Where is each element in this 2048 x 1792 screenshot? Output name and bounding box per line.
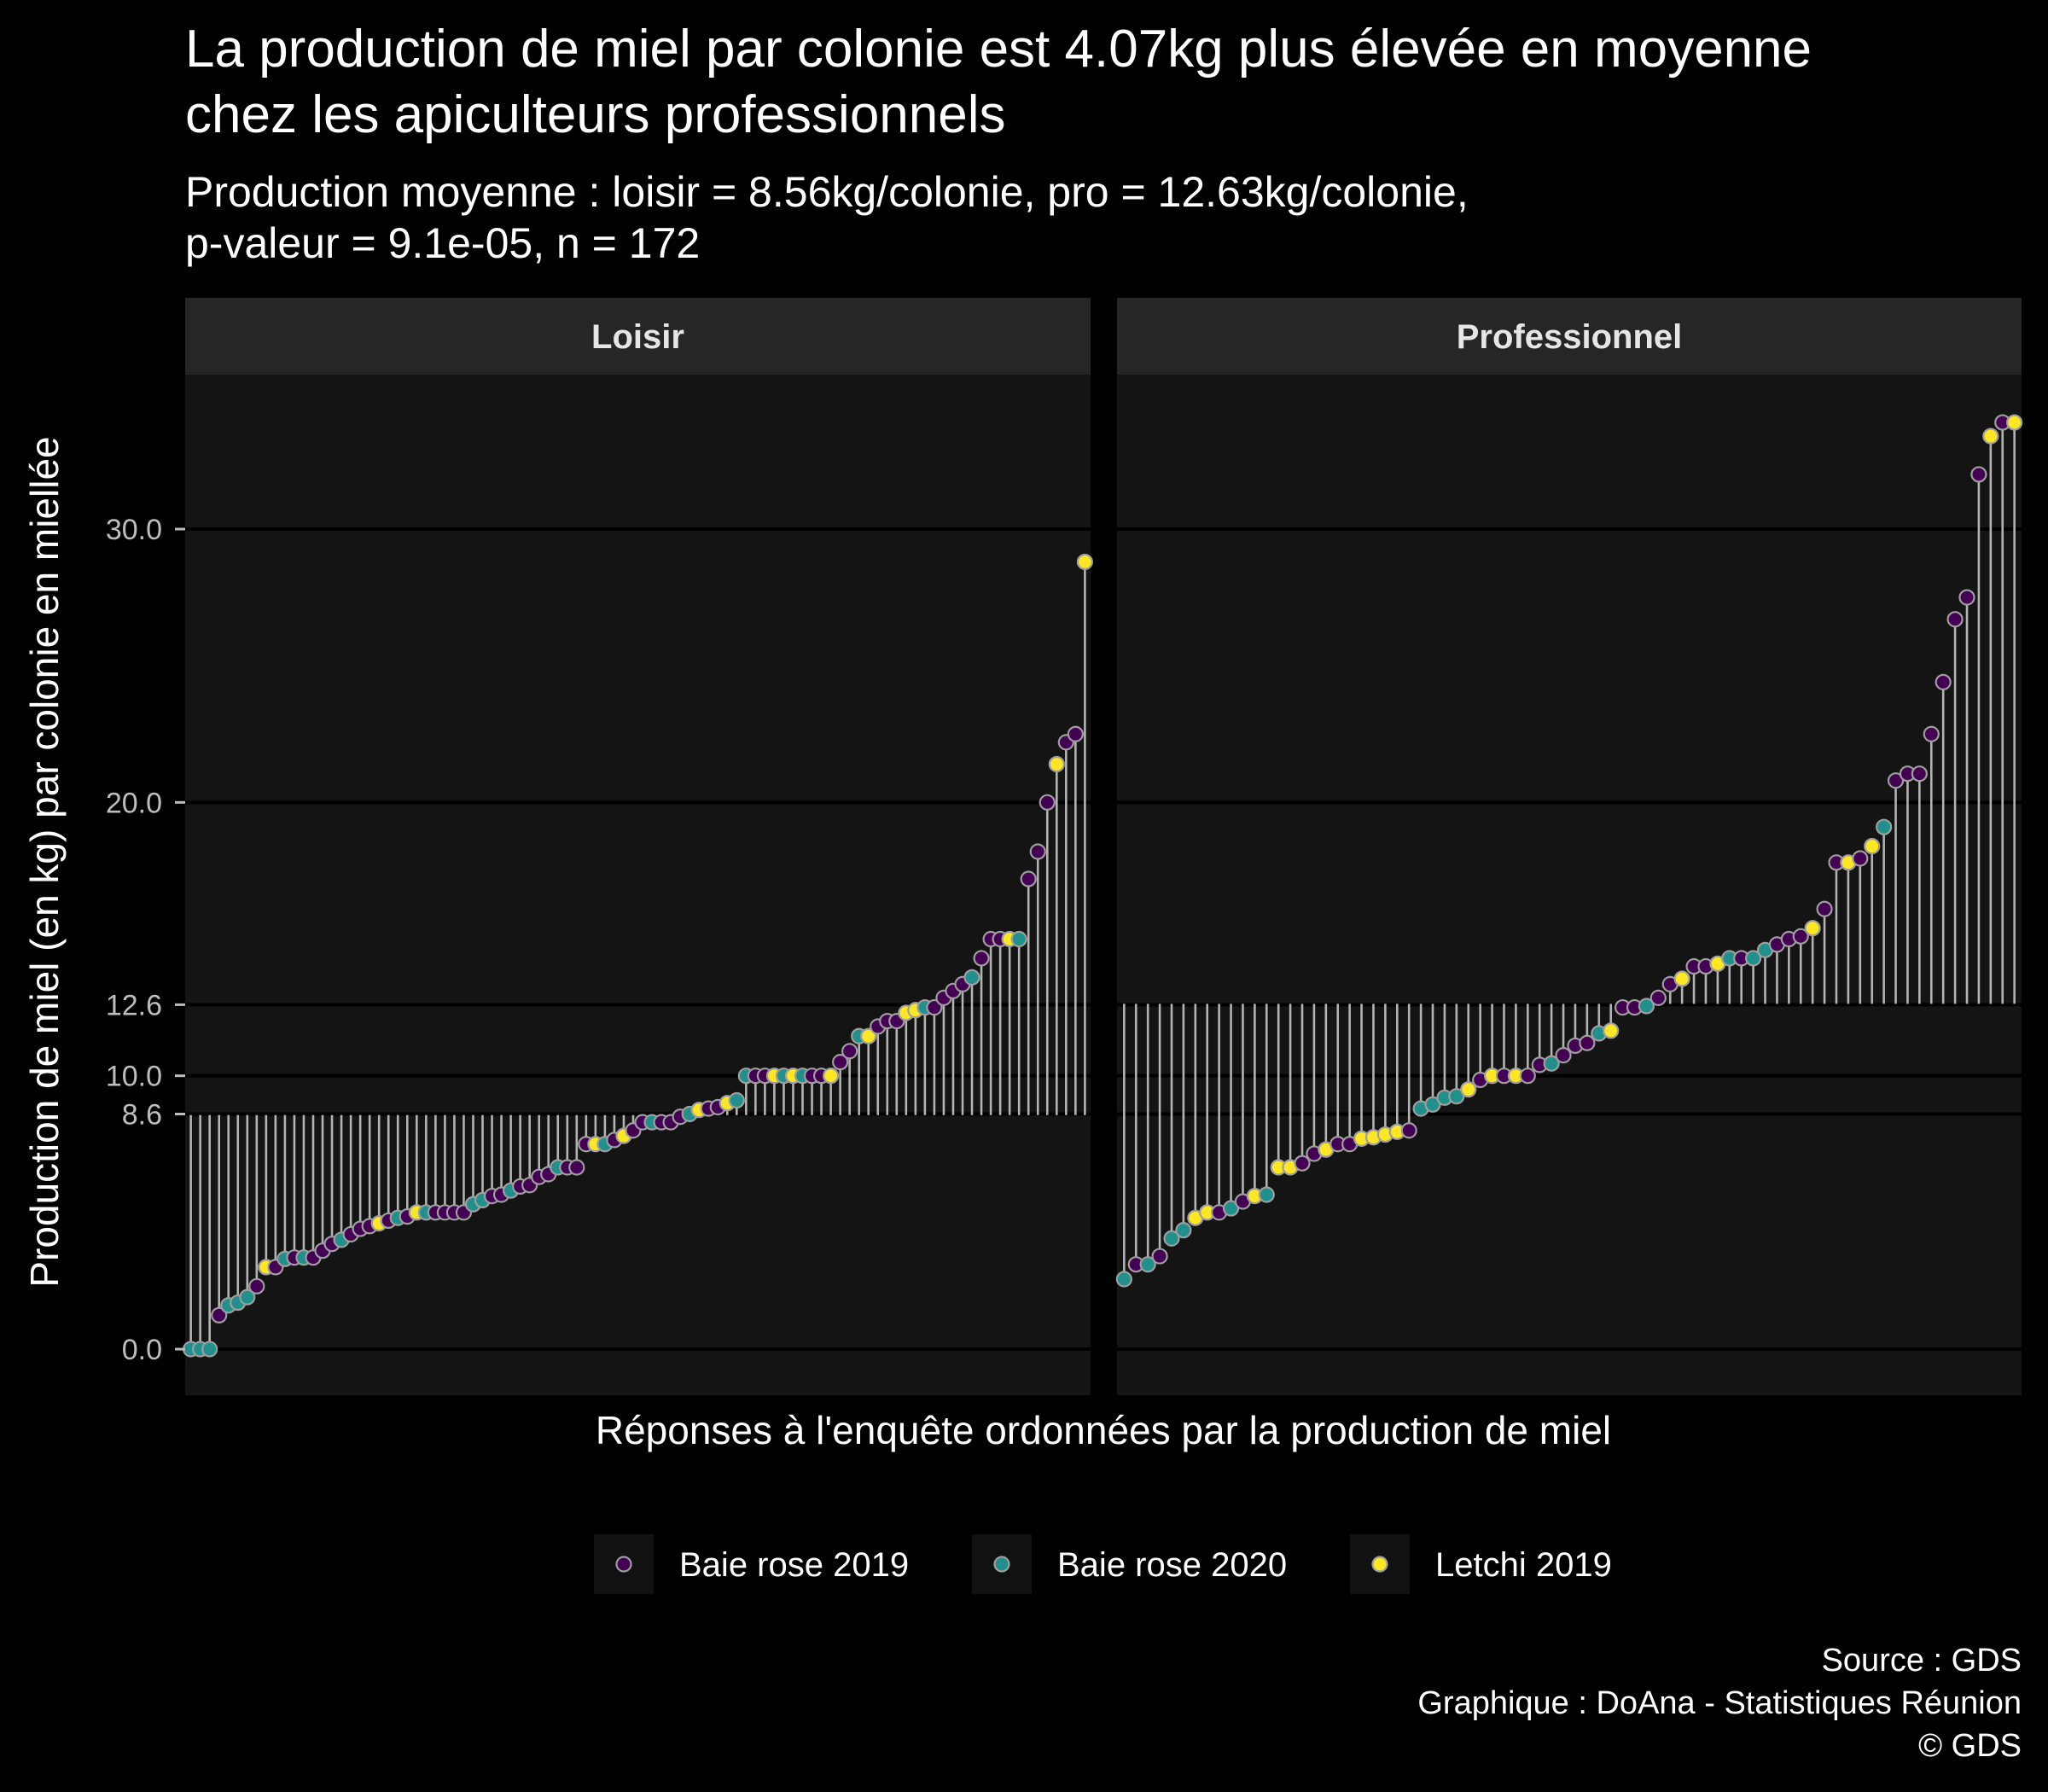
chart-title-line-2: chez les apiculteurs professionnels [185, 85, 1006, 144]
data-point [1076, 553, 1093, 571]
legend-label: Baie rose 2019 [679, 1546, 909, 1584]
y-tick-label: 0.0 [122, 1334, 162, 1366]
legend-item: Letchi 2019 [1350, 1534, 1612, 1594]
data-point [1115, 1271, 1132, 1288]
data-point [1020, 870, 1037, 887]
y-tick-label: 20.0 [106, 787, 162, 819]
data-point [1579, 1034, 1596, 1051]
data-point [1946, 611, 1964, 628]
panel-professionnel: Professionnel [1115, 298, 2023, 1395]
data-point [1258, 1186, 1275, 1203]
data-point [973, 950, 990, 967]
data-point [1175, 1222, 1192, 1239]
data-point [1911, 765, 1928, 783]
data-point [860, 1027, 877, 1044]
data-point [1029, 843, 1046, 860]
data-point [728, 1091, 745, 1109]
facet-strip [1117, 298, 2022, 375]
data-point [1543, 1055, 1560, 1072]
y-tick-label: 30.0 [106, 514, 162, 546]
x-axis-title: Réponses à l'enquête ordonnées par la pr… [596, 1408, 1611, 1452]
data-point [1222, 1200, 1240, 1217]
panel-loisir: Loisir [183, 298, 1093, 1395]
data-point [1638, 998, 1655, 1015]
data-point [1745, 950, 1762, 967]
data-point [1048, 755, 1065, 773]
data-point [1970, 466, 1987, 483]
data-point [1792, 928, 1809, 945]
data-point [1067, 725, 1084, 742]
legend: Baie rose 2019 Baie rose 2020 Letchi 2019 [594, 1534, 1612, 1594]
data-point [1673, 970, 1690, 987]
y-tick-label: 10.0 [106, 1061, 162, 1093]
data-point [822, 1068, 840, 1085]
data-point [1519, 1068, 1536, 1085]
data-point [1887, 772, 1905, 789]
facet-strip [185, 298, 1091, 375]
data-point [239, 1289, 256, 1306]
data-point [1649, 989, 1667, 1006]
data-point [1852, 850, 1869, 867]
data-point [1876, 818, 1893, 835]
data-point [1139, 1256, 1156, 1273]
data-point [1400, 1122, 1417, 1139]
data-point [1935, 673, 1952, 690]
facet-strip-label: Professionnel [1457, 318, 1683, 356]
chart-subtitle-line-1: Production moyenne : loisir = 8.56kg/col… [185, 168, 1469, 216]
data-point [1010, 930, 1027, 948]
data-point [1982, 428, 1999, 445]
y-tick-label: 12.6 [106, 989, 162, 1021]
data-point [1958, 589, 1975, 606]
data-point [926, 998, 943, 1016]
data-point [1424, 1096, 1441, 1113]
legend-item: Baie rose 2019 [594, 1534, 909, 1594]
data-point [1460, 1081, 1477, 1098]
data-point [1163, 1230, 1180, 1247]
caption-source: Source : GDS [1822, 1643, 2022, 1679]
y-axis-title: Production de miel (en kg) par colonie e… [22, 436, 67, 1287]
y-tick-label: 8.6 [122, 1099, 162, 1132]
legend-label: Baie rose 2020 [1057, 1546, 1287, 1584]
data-point [841, 1043, 858, 1060]
chart-subtitle-line-2: p-valeur = 9.1e-05, n = 172 [185, 219, 700, 267]
data-point [2006, 414, 2023, 431]
data-point [201, 1341, 218, 1358]
legend-point [1371, 1556, 1388, 1573]
chart-title-line-1: La production de miel par colonie est 4.… [185, 20, 1812, 79]
caption-graphique: Graphique : DoAna - Statistiques Réunion [1417, 1685, 2022, 1721]
caption-copyright: © GDS [1918, 1728, 2022, 1764]
data-point [963, 969, 980, 986]
panel-background [1117, 375, 2022, 1395]
legend-label: Letchi 2019 [1435, 1546, 1612, 1584]
legend-point [615, 1556, 632, 1573]
legend-point [993, 1556, 1010, 1573]
data-point [1804, 920, 1821, 937]
data-point [1923, 725, 1940, 742]
legend-item: Baie rose 2020 [972, 1534, 1287, 1594]
facet-strip-label: Loisir [591, 318, 684, 356]
data-point [1039, 794, 1056, 811]
data-point [1816, 900, 1833, 917]
data-point [568, 1159, 585, 1176]
data-point [1294, 1155, 1311, 1172]
data-point [1555, 1047, 1572, 1064]
panel-background [185, 375, 1091, 1395]
data-point [1448, 1088, 1465, 1105]
data-point [1603, 1022, 1620, 1039]
data-point [1864, 837, 1881, 855]
data-point [832, 1054, 849, 1071]
data-point [248, 1277, 265, 1295]
data-point [211, 1306, 228, 1324]
data-point [1151, 1248, 1168, 1265]
